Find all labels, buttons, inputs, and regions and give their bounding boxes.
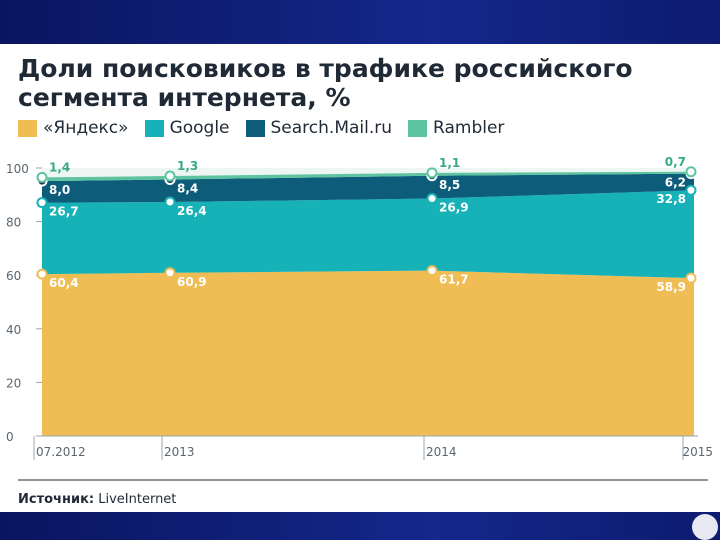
data-label-rambler: 1,1 <box>439 156 460 170</box>
y-tick-label: 20 <box>6 376 21 390</box>
data-label-rambler: 0,7 <box>665 155 686 169</box>
data-label-google: 26,9 <box>439 201 469 215</box>
y-tick-label: 100 <box>6 162 29 176</box>
y-tick-label: 40 <box>6 323 21 337</box>
slide-bottom-band <box>0 512 720 540</box>
x-tick-label: 2013 <box>164 445 195 459</box>
data-label-rambler: 1,3 <box>177 159 198 173</box>
data-label-mail: 8,5 <box>439 178 460 192</box>
source-label: Источник: <box>18 492 95 507</box>
marker-rambler <box>426 167 438 179</box>
data-label-rambler: 1,4 <box>49 160 70 174</box>
legend-swatch-mail <box>245 119 265 137</box>
data-label-yandex: 58,9 <box>656 280 686 294</box>
data-label-google: 26,4 <box>177 204 207 218</box>
x-tick-label: 07.2012 <box>36 445 86 459</box>
y-tick-label: 60 <box>6 269 21 283</box>
marker-yandex <box>426 265 438 277</box>
y-tick-label: 0 <box>6 430 14 444</box>
legend-label-yandex: «Яндекс» <box>43 118 129 138</box>
y-tick-label: 80 <box>6 216 21 230</box>
data-label-mail: 8,4 <box>177 182 198 196</box>
legend-item-yandex: «Яндекс» <box>18 118 129 138</box>
data-label-google: 32,8 <box>656 192 686 206</box>
source-value: LiveInternet <box>98 492 177 507</box>
marker-yandex <box>164 267 176 279</box>
marker-rambler <box>164 170 176 182</box>
marker-yandex <box>685 272 697 284</box>
stacked-area-chart: 0 20 40 60 80 100 07.2012 2013 2014 2015 60,4 60,9 6… <box>6 155 713 481</box>
marker-google <box>426 193 438 205</box>
corner-mark <box>692 514 718 540</box>
x-tick-label: 2014 <box>426 445 457 459</box>
area-mail <box>42 173 694 203</box>
legend-item-mail: Search.Mail.ru <box>245 118 393 138</box>
legend-swatch-yandex <box>18 119 37 137</box>
legend-item-google: Google <box>144 118 230 138</box>
data-label-mail: 6,2 <box>665 176 686 190</box>
slide-top-band <box>0 0 720 44</box>
marker-rambler <box>685 166 697 178</box>
chart-legend: «Яндекс» Google Search.Mail.ru Rambler <box>18 117 504 139</box>
area-google <box>42 190 694 279</box>
legend-label-rambler: Rambler <box>433 118 505 138</box>
data-label-google: 26,7 <box>49 205 79 219</box>
data-label-yandex: 60,9 <box>177 275 207 289</box>
legend-label-google: Google <box>169 118 230 138</box>
marker-google <box>164 196 176 208</box>
chart-card: Доли поисковиков в трафике российского с… <box>0 44 720 512</box>
area-rambler <box>42 171 694 182</box>
chart-title: Доли поисковиков в трафике российского с… <box>18 54 633 112</box>
area-yandex <box>42 270 694 436</box>
legend-label-mail: Search.Mail.ru <box>270 118 393 138</box>
marker-google <box>685 184 697 196</box>
data-label-yandex: 60,4 <box>49 276 79 290</box>
data-label-yandex: 61,7 <box>439 273 469 287</box>
legend-item-rambler: Rambler <box>408 118 504 138</box>
marker-yandex <box>36 268 48 280</box>
data-label-mail: 8,0 <box>49 183 70 197</box>
legend-swatch-google <box>144 119 164 137</box>
source-note: Источник: LiveInternet <box>18 492 176 507</box>
marker-rambler <box>36 171 48 183</box>
legend-swatch-rambler <box>408 119 428 137</box>
x-tick-label: 2015 <box>682 445 713 459</box>
marker-google <box>36 197 48 209</box>
